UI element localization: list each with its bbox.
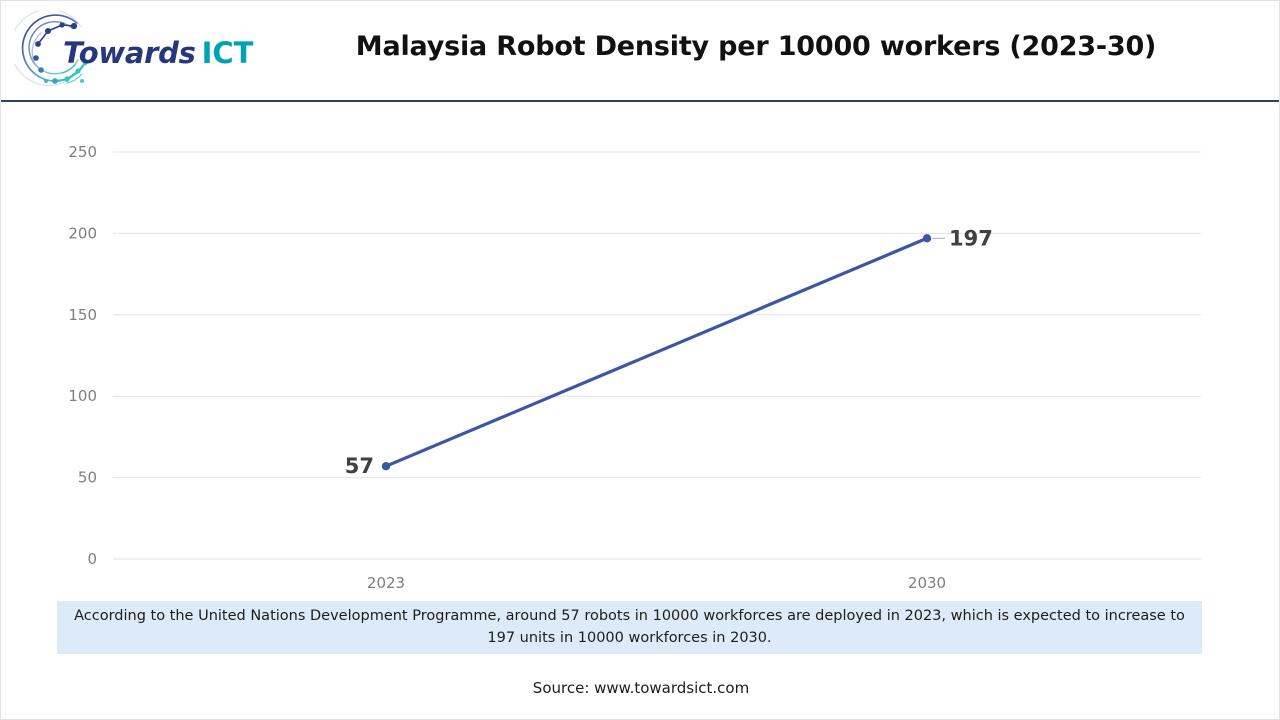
chart-gridlines	[113, 151, 1201, 560]
towards-ict-circular-network-logo	[15, 11, 88, 86]
data-point-markers[interactable]	[381, 234, 932, 471]
logo-wordmark: Towards ICT	[63, 39, 253, 68]
data-point-label: 57	[345, 454, 374, 478]
y-tick-label: 150	[68, 306, 97, 324]
data-point-marker[interactable]	[922, 234, 932, 243]
y-tick-label: 250	[68, 143, 97, 161]
caption-callout: According to the United Nations Developm…	[57, 601, 1202, 654]
page-title: Malaysia Robot Density per 10000 workers…	[355, 31, 1157, 62]
chart-plot-area: 0 50 100 150 200 250 2023 2030 57 197	[1, 102, 1279, 601]
data-series-line	[384, 236, 929, 468]
page-header: Towards ICT Malaysia Robot Density per 10…	[1, 1, 1279, 102]
logo-word-ict: ICT	[201, 36, 254, 70]
brand-logo[interactable]: Towards ICT	[15, 9, 253, 95]
x-tick-label: 2030	[908, 574, 946, 592]
source-attribution: Source: www.towardsict.com	[532, 679, 750, 697]
caption-text: According to the United Nations Developm…	[74, 608, 1185, 646]
data-point-marker[interactable]	[381, 462, 391, 471]
data-point-labels: 57 197	[345, 226, 993, 478]
x-axis-tick-labels: 2023 2030	[367, 574, 946, 592]
line-chart-svg: 0 50 100 150 200 250 2023 2030 57 197	[68, 143, 1201, 592]
y-tick-label: 200	[68, 224, 97, 242]
y-tick-label: 50	[78, 469, 97, 487]
x-tick-label: 2023	[367, 574, 405, 592]
data-point-label: 197	[949, 226, 993, 250]
logo-word-towards: Towards	[63, 36, 196, 70]
y-tick-label: 100	[68, 387, 97, 405]
y-axis-tick-labels: 0 50 100 150 200 250	[68, 143, 97, 568]
series-line	[384, 236, 929, 468]
y-tick-label: 0	[87, 550, 97, 568]
